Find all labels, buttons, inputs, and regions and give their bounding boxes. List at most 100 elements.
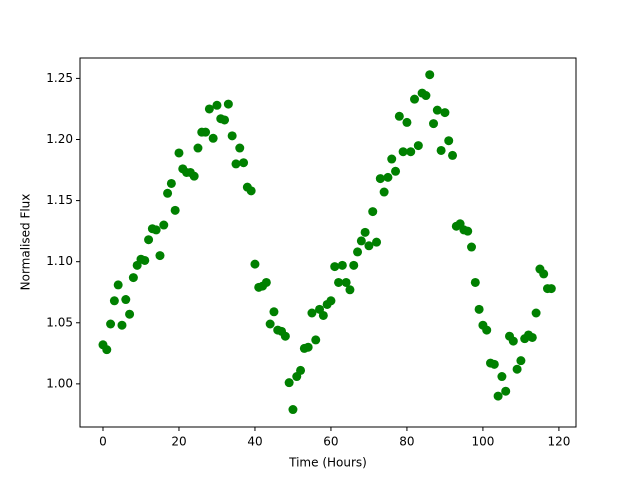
point — [239, 158, 249, 168]
point — [113, 280, 123, 290]
point — [231, 159, 241, 169]
point — [144, 235, 154, 245]
point — [235, 143, 245, 153]
point — [345, 285, 355, 295]
point — [159, 220, 169, 230]
point — [463, 226, 473, 236]
point — [421, 91, 431, 101]
x-tick-label: 80 — [399, 435, 414, 449]
point — [288, 405, 298, 415]
point — [102, 345, 112, 355]
point — [349, 260, 359, 270]
point — [311, 335, 321, 345]
point — [372, 237, 382, 247]
x-tick-label: 0 — [99, 435, 107, 449]
point — [375, 174, 385, 184]
point — [440, 108, 450, 118]
point — [341, 277, 351, 287]
y-tick-label: 1.00 — [46, 376, 73, 390]
point — [170, 205, 180, 215]
point — [166, 178, 176, 188]
point — [318, 310, 328, 320]
point — [391, 166, 401, 176]
point — [360, 227, 370, 237]
point — [512, 364, 522, 374]
point — [398, 147, 408, 157]
point — [296, 365, 306, 375]
point — [470, 277, 480, 287]
point — [406, 147, 416, 157]
y-tick-label: 1.25 — [46, 71, 73, 85]
point — [284, 378, 294, 388]
point — [227, 131, 237, 141]
plot-frame — [79, 57, 577, 428]
point — [489, 359, 499, 369]
point — [467, 242, 477, 252]
y-tick-label: 1.05 — [46, 315, 73, 329]
point — [265, 319, 275, 329]
point — [250, 259, 260, 269]
point — [193, 143, 203, 153]
point — [307, 308, 317, 318]
point — [356, 236, 366, 246]
point — [448, 150, 458, 160]
x-tick-label: 40 — [247, 435, 262, 449]
point — [546, 284, 556, 294]
point — [201, 127, 211, 137]
point — [539, 269, 549, 279]
point — [212, 100, 222, 110]
point — [106, 319, 116, 329]
point — [140, 255, 150, 265]
point — [482, 325, 492, 335]
point — [337, 260, 347, 270]
point — [246, 186, 256, 196]
point — [303, 342, 313, 352]
point — [330, 262, 340, 272]
y-tick-label: 1.20 — [46, 132, 73, 146]
point — [326, 296, 336, 306]
point — [368, 207, 378, 217]
x-tick-label: 20 — [171, 435, 186, 449]
point — [379, 187, 389, 197]
point — [174, 148, 184, 158]
point — [429, 119, 439, 129]
point — [508, 336, 518, 346]
point — [223, 99, 233, 109]
y-tick-label: 1.10 — [46, 254, 73, 268]
y-axis-label: Normalised Flux — [19, 194, 33, 291]
x-axis-label: Time (Hours) — [288, 456, 367, 470]
point — [208, 133, 218, 143]
point — [364, 241, 374, 251]
point — [394, 111, 404, 121]
point — [189, 171, 199, 181]
point — [269, 307, 279, 317]
point — [155, 251, 165, 261]
point — [497, 372, 507, 382]
point — [128, 273, 138, 283]
point — [493, 391, 503, 401]
x-tick-label: 100 — [471, 435, 494, 449]
point — [280, 331, 290, 341]
point — [121, 295, 131, 305]
point — [410, 94, 420, 104]
point — [501, 386, 511, 396]
point — [527, 332, 537, 342]
point — [383, 172, 393, 182]
point — [163, 188, 173, 198]
x-tick-label: 120 — [547, 435, 570, 449]
y-tick-label: 1.15 — [46, 193, 73, 207]
point — [334, 277, 344, 287]
point — [220, 115, 230, 125]
point — [425, 70, 435, 80]
point — [474, 304, 484, 314]
point — [516, 356, 526, 366]
point — [204, 104, 214, 114]
point — [436, 145, 446, 155]
point — [125, 309, 135, 319]
point — [353, 247, 363, 257]
point — [151, 225, 161, 235]
x-tick-label: 60 — [323, 435, 338, 449]
point — [387, 154, 397, 164]
point — [444, 136, 454, 146]
